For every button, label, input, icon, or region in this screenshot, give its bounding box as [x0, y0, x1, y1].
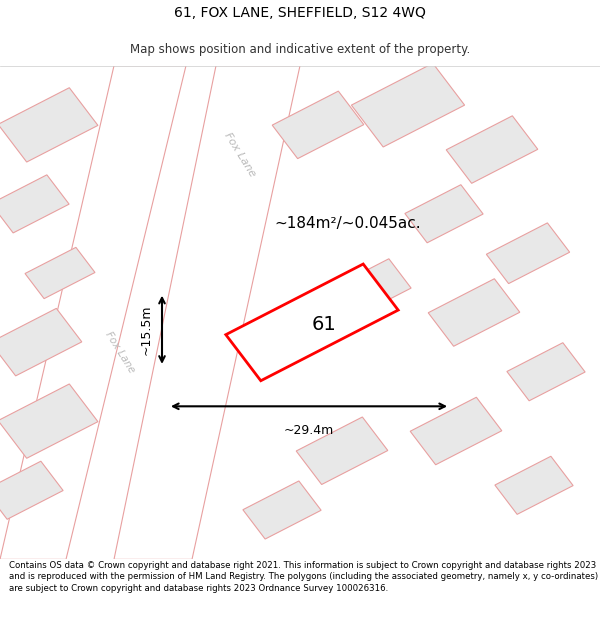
Polygon shape — [0, 461, 63, 519]
Text: Contains OS data © Crown copyright and database right 2021. This information is : Contains OS data © Crown copyright and d… — [9, 561, 598, 593]
Polygon shape — [333, 259, 411, 317]
Polygon shape — [495, 456, 573, 514]
Text: ~15.5m: ~15.5m — [140, 304, 153, 355]
Text: ~184m²/~0.045ac.: ~184m²/~0.045ac. — [275, 216, 421, 231]
Polygon shape — [507, 342, 585, 401]
Polygon shape — [446, 116, 538, 183]
Text: Fox Lane: Fox Lane — [223, 131, 257, 179]
Polygon shape — [272, 91, 364, 159]
Polygon shape — [114, 66, 300, 559]
Polygon shape — [0, 308, 82, 376]
Polygon shape — [487, 223, 569, 284]
Text: ~29.4m: ~29.4m — [284, 424, 334, 437]
Text: 61, FOX LANE, SHEFFIELD, S12 4WQ: 61, FOX LANE, SHEFFIELD, S12 4WQ — [174, 6, 426, 20]
Polygon shape — [296, 417, 388, 484]
Polygon shape — [0, 384, 98, 458]
Polygon shape — [0, 88, 98, 162]
Polygon shape — [352, 63, 464, 147]
Polygon shape — [410, 398, 502, 465]
Polygon shape — [243, 481, 321, 539]
Text: Fox Lane: Fox Lane — [103, 329, 137, 374]
Text: 61: 61 — [311, 316, 337, 334]
Polygon shape — [226, 264, 398, 381]
Text: Map shows position and indicative extent of the property.: Map shows position and indicative extent… — [130, 42, 470, 56]
Polygon shape — [428, 279, 520, 346]
Polygon shape — [405, 185, 483, 242]
Polygon shape — [0, 66, 186, 559]
Polygon shape — [0, 175, 69, 233]
Polygon shape — [25, 248, 95, 299]
